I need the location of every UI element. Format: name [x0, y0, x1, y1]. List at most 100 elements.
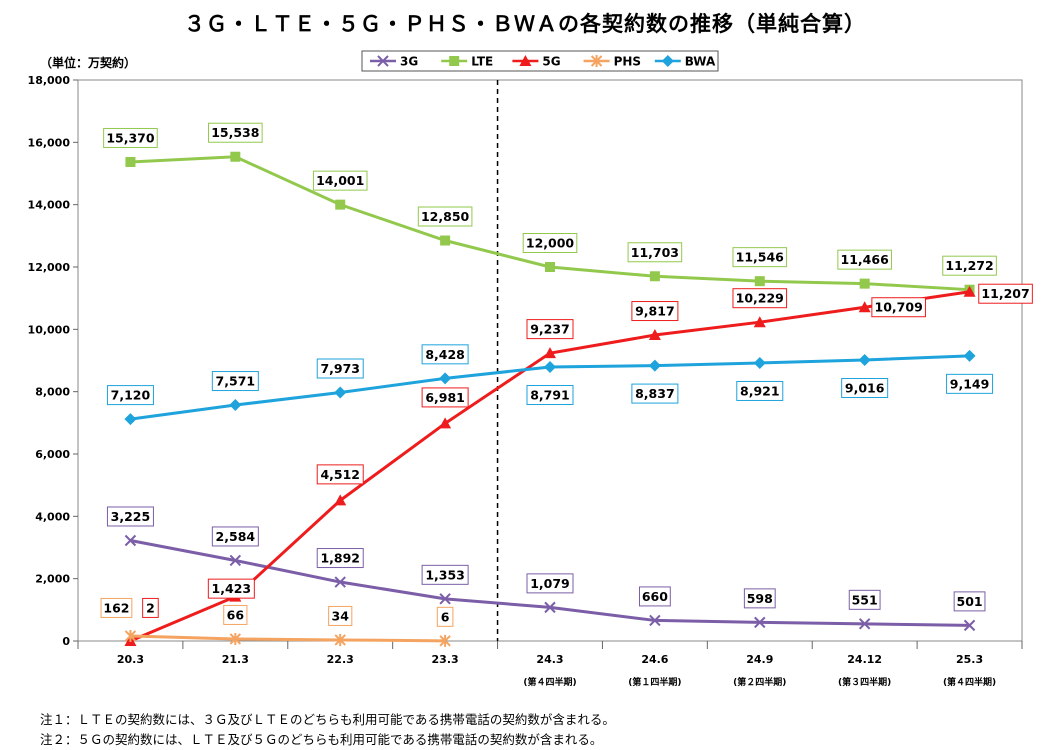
data-point-phs — [334, 633, 346, 646]
data-point-3g — [649, 614, 661, 627]
data-point-bwa — [229, 399, 242, 412]
data-label-bwa-box — [421, 344, 469, 365]
y-tick-label: 0 — [62, 635, 70, 648]
data-label-3g-box — [421, 564, 469, 585]
data-label-bwa-box — [841, 378, 889, 399]
data-label-bwa-box — [106, 385, 154, 406]
data-label-3g-box — [638, 586, 671, 607]
legend-label-lte: LTE — [471, 55, 493, 69]
data-label-5g: 9,237 — [530, 322, 570, 337]
data-point-3g — [334, 576, 346, 588]
data-label-lte-box — [522, 233, 578, 253]
y-tick-label: 10,000 — [28, 323, 71, 336]
data-point-3g — [229, 554, 242, 567]
data-point-bwa — [753, 356, 766, 369]
footnote-1: 注１：ＬＴＥの契約数には、３Ｇ及びＬＴＥのどちらも利用可能である携帯電話の契約数… — [40, 712, 615, 727]
data-label-5g-box — [978, 283, 1033, 304]
data-label-3g: 660 — [642, 589, 668, 604]
data-label-5g: 10,229 — [736, 291, 784, 306]
data-point-phs — [439, 634, 451, 647]
data-label-phs: 162 — [103, 600, 129, 615]
data-label-lte: 11,546 — [736, 250, 785, 265]
data-label-bwa: 9,149 — [950, 376, 990, 391]
footnote-2: 注２：５Ｇの契約数には、ＬＴＥ及び５Ｇのどちらも利用可能である携帯電話の契約数が… — [40, 732, 603, 747]
data-label-lte: 11,703 — [631, 245, 679, 260]
data-label-3g: 1,079 — [530, 576, 570, 591]
data-label-3g: 3,225 — [111, 509, 151, 524]
data-point-phs — [124, 629, 137, 642]
data-label-5g: 9,817 — [635, 304, 675, 319]
data-label-3g-box — [106, 506, 154, 527]
data-label-phs-box — [436, 606, 454, 627]
data-label-3g-box — [211, 526, 259, 547]
legend-label-bwa: BWA — [685, 55, 716, 69]
legend-marker-phs — [590, 55, 603, 67]
y-tick-label: 6,000 — [35, 448, 70, 461]
data-label-lte: 11,466 — [841, 252, 890, 267]
data-label-3g: 501 — [957, 594, 983, 609]
legend-label-3g: 3G — [400, 55, 418, 69]
x-tick-sublabel: (第４四半期) — [943, 676, 996, 688]
data-label-5g-box — [871, 297, 926, 318]
data-label-lte: 15,370 — [106, 130, 155, 145]
data-point-phs — [229, 632, 242, 645]
data-label-5g: 4,512 — [320, 467, 360, 482]
y-tick-label: 2,000 — [35, 573, 70, 586]
data-point-3g — [124, 534, 137, 547]
data-point-5g — [858, 301, 871, 313]
y-tick-label: 18,000 — [28, 74, 71, 87]
data-label-bwa: 9,016 — [845, 381, 885, 396]
data-label-5g: 11,207 — [981, 286, 1029, 301]
data-label-bwa-box — [736, 380, 784, 401]
data-label-bwa-box — [211, 371, 259, 392]
data-label-3g-box — [316, 548, 364, 569]
data-label-bwa: 8,428 — [425, 347, 465, 362]
data-point-3g — [858, 618, 871, 630]
data-point-5g — [439, 417, 452, 429]
data-label-3g-box — [953, 591, 986, 612]
data-label-5g-box — [207, 578, 255, 599]
chart-title: ３Ｇ・ＬＴＥ・５Ｇ・ＰＨＳ・ＢＷＡの各契約数の推移（単純合算） — [184, 12, 866, 36]
data-point-5g — [963, 285, 976, 297]
data-label-3g: 1,353 — [425, 567, 465, 582]
line-chart: 0 2,000 4,000 6,000 8,000 10,000 12,000 14,000 1… — [28, 50, 1033, 688]
data-label-phs: 34 — [332, 608, 350, 623]
data-label-5g-box — [421, 387, 469, 408]
data-label-lte-box — [208, 122, 263, 143]
data-label-5g: 10,709 — [875, 300, 923, 315]
data-label-3g-box — [743, 588, 776, 609]
data-point-lte — [125, 156, 136, 167]
data-label-bwa-box — [526, 385, 574, 406]
data-label-bwa: 7,120 — [111, 388, 151, 403]
data-label-3g: 598 — [747, 591, 773, 606]
data-point-3g — [754, 616, 766, 629]
data-label-bwa: 7,571 — [216, 374, 256, 389]
data-label-lte-box — [732, 247, 788, 268]
data-point-5g — [753, 316, 766, 328]
data-label-lte: 12,850 — [421, 209, 470, 224]
y-tick-label: 16,000 — [28, 136, 71, 149]
data-point-5g — [648, 329, 661, 341]
x-tick-label: 24.3 — [536, 653, 563, 666]
data-point-bwa — [648, 359, 661, 372]
data-point-bwa — [334, 386, 347, 399]
x-tick-label: 24.6 — [641, 653, 668, 666]
y-axis-unit-label: （単位：万契約） — [40, 56, 137, 70]
x-tick-sublabel: (第２四半期) — [733, 676, 786, 688]
y-tick-label: 4,000 — [35, 510, 70, 523]
data-label-lte-box — [942, 255, 997, 276]
data-point-3g — [544, 601, 556, 614]
data-label-bwa: 8,921 — [740, 383, 780, 398]
data-label-phs-box — [328, 605, 353, 626]
data-label-bwa-box — [631, 383, 679, 404]
data-label-lte: 12,000 — [526, 236, 575, 251]
x-tick-label: 23.3 — [432, 653, 459, 666]
data-label-5g: 2 — [146, 600, 155, 615]
x-tick-label: 20.3 — [117, 653, 144, 666]
x-tick-label: 24.9 — [746, 653, 773, 666]
legend-marker-3g — [377, 55, 389, 67]
data-label-lte-box — [417, 206, 473, 227]
data-label-3g: 551 — [852, 592, 878, 607]
data-point-5g — [334, 494, 347, 506]
data-label-5g-box — [526, 319, 574, 340]
